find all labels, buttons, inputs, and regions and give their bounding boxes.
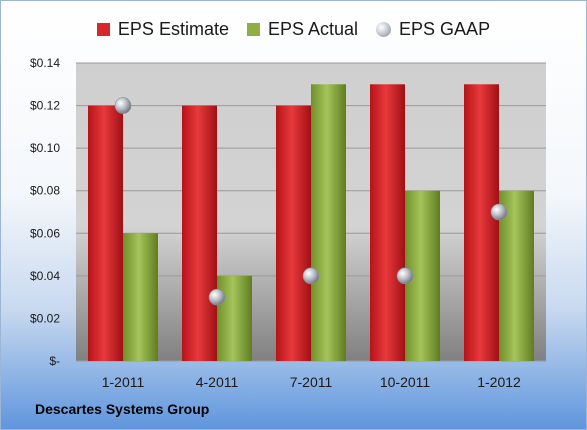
y-tick-label: $0.06 <box>30 226 60 240</box>
y-tick-label: $- <box>49 354 60 368</box>
y-tick-label: $0.14 <box>30 56 60 70</box>
bar-eps-actual <box>217 275 252 361</box>
marker-eps-gaap <box>208 288 226 306</box>
y-tick-label: $0.02 <box>30 311 60 325</box>
bar-eps-estimate <box>370 84 405 362</box>
y-tick-label: $0.10 <box>30 141 60 155</box>
bar-eps-estimate <box>464 84 499 362</box>
y-tick-label: $0.04 <box>30 269 60 283</box>
marker-eps-gaap <box>114 97 132 114</box>
company-name: Descartes Systems Group <box>35 401 210 417</box>
bar-eps-actual <box>499 190 534 361</box>
y-tick-label: $0.08 <box>30 184 60 198</box>
bar-eps-actual <box>311 84 346 362</box>
bar-eps-estimate <box>88 105 123 361</box>
x-tick-label: 1-2012 <box>477 374 521 390</box>
marker-eps-gaap <box>396 267 414 285</box>
legend: EPS Estimate EPS Actual EPS GAAP <box>1 15 586 43</box>
x-tick-label: 7-2011 <box>290 374 333 390</box>
marker-eps-gaap <box>490 203 508 221</box>
legend-item-eps-gaap: EPS GAAP <box>376 19 490 40</box>
legend-item-eps-estimate: EPS Estimate <box>96 18 229 40</box>
x-tick-label: 4-2011 <box>196 374 239 390</box>
legend-label-eps-actual: EPS Actual <box>267 18 359 39</box>
bar-eps-actual <box>123 233 158 361</box>
bar-eps-estimate <box>276 105 311 361</box>
x-tick-label: 1-2011 <box>102 374 145 390</box>
x-tick-label: 10-2011 <box>380 374 431 390</box>
bar-eps-estimate <box>182 105 217 361</box>
marker-eps-gaap <box>302 267 320 285</box>
y-tick-label: $0.12 <box>30 99 60 113</box>
legend-swatch-eps-estimate <box>96 22 110 36</box>
legend-item-eps-actual: EPS Actual <box>246 18 359 40</box>
legend-swatch-eps-actual <box>246 22 260 36</box>
legend-marker-eps-gaap <box>376 21 392 37</box>
legend-label-eps-gaap: EPS GAAP <box>399 18 491 39</box>
legend-label-eps-estimate: EPS Estimate <box>117 18 229 39</box>
